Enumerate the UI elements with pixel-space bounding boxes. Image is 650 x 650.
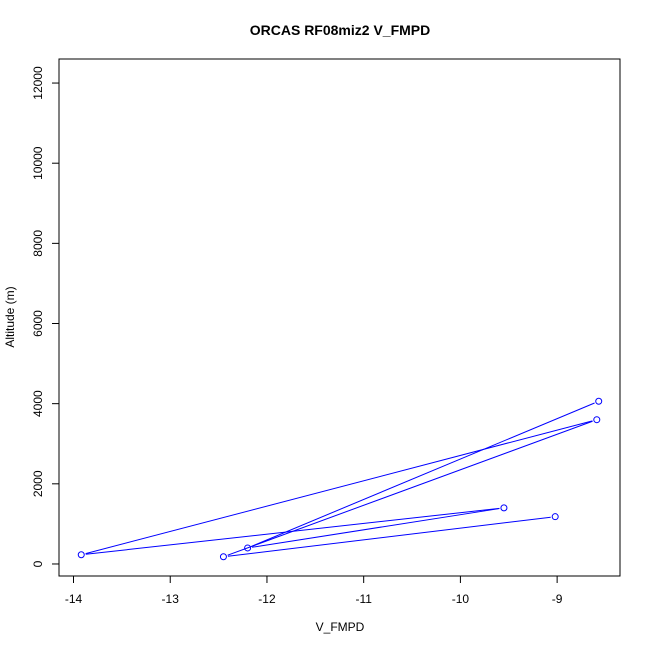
data-point (500, 504, 508, 512)
data-point (219, 553, 227, 561)
y-axis: 0 2000 4000 6000 8000 10000 12000 (31, 66, 59, 567)
series-segment (251, 508, 500, 548)
data-point (551, 513, 559, 521)
y-tick-label: 6000 (31, 310, 45, 337)
y-tick-label: 10000 (31, 146, 45, 180)
y-tick-label: 12000 (31, 66, 45, 100)
x-axis-label: V_FMPD (316, 620, 365, 634)
series-layer (77, 397, 603, 561)
x-tick-label: -9 (552, 592, 563, 606)
x-axis: -14 -13 -12 -11 -10 -9 (65, 576, 563, 606)
data-point (77, 551, 85, 559)
y-tick-label: 8000 (31, 230, 45, 257)
series-segment (227, 420, 593, 556)
series-segment (227, 516, 551, 557)
y-axis-label: Altitude (m) (3, 286, 17, 347)
data-point (244, 544, 252, 552)
x-tick-label: -14 (65, 592, 83, 606)
x-tick-label: -13 (162, 592, 180, 606)
data-point (595, 397, 603, 405)
x-tick-label: -11 (355, 592, 372, 606)
plot-frame (58, 58, 621, 577)
y-tick-label: 2000 (31, 470, 45, 497)
y-tick-label: 4000 (31, 390, 45, 417)
data-point (593, 416, 601, 424)
chart-title: ORCAS RF08miz2 V_FMPD (250, 22, 430, 38)
series-segment (85, 420, 593, 555)
x-tick-label: -10 (452, 592, 470, 606)
series-segment (251, 402, 595, 547)
x-tick-label: -12 (258, 592, 276, 606)
y-tick-label: 0 (31, 560, 45, 567)
